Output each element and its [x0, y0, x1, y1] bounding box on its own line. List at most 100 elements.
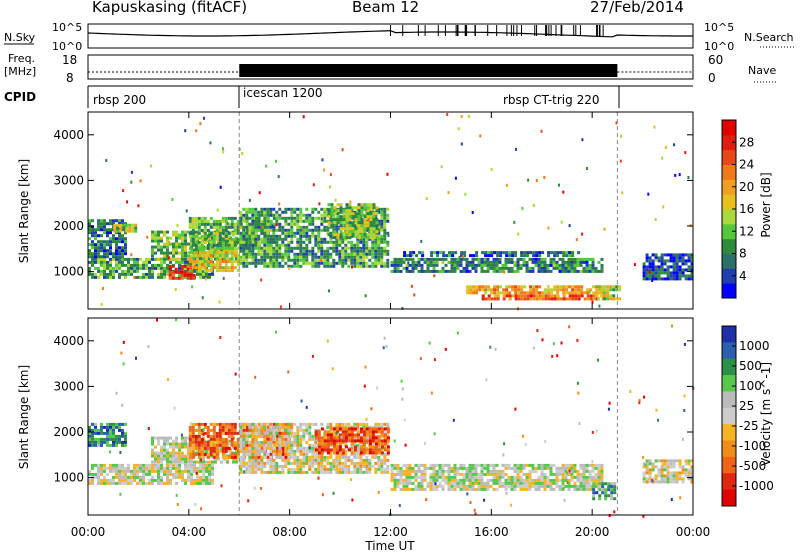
heatmap-cell [121, 249, 124, 252]
heatmap-cell [260, 435, 263, 438]
heatmap-cell [97, 432, 100, 435]
heatmap-cell [336, 445, 339, 448]
heatmap-cell [260, 220, 263, 223]
heatmap-cell [234, 232, 237, 235]
heatmap-cell [518, 297, 521, 300]
heatmap-cell [535, 485, 538, 488]
heatmap-cell [487, 288, 490, 291]
heatmap-cell [142, 261, 145, 264]
heatmap-cell [662, 206, 664, 209]
heatmap-cell [296, 444, 299, 447]
heatmap-cell [370, 224, 373, 227]
noise-tick-right-high: 10^5 [704, 21, 734, 34]
heatmap-cell [529, 482, 532, 485]
heatmap-cell [317, 459, 320, 462]
heatmap-cell [502, 251, 505, 254]
heatmap-cell [562, 264, 565, 267]
heatmap-cell [436, 251, 439, 254]
heatmap-cell [317, 241, 320, 244]
heatmap-cell [603, 294, 606, 297]
heatmap-cell [225, 263, 228, 266]
heatmap-cell [163, 252, 166, 255]
heatmap-cell [222, 266, 225, 269]
heatmap-cell [374, 247, 377, 250]
heatmap-cell [290, 426, 293, 429]
heatmap-cell [278, 203, 280, 206]
heatmap-cell [124, 276, 127, 279]
heatmap-cell [366, 451, 369, 454]
heatmap-cell [478, 473, 481, 476]
heatmap-cell [508, 258, 511, 261]
heatmap-cell [366, 448, 369, 451]
heatmap-cell [115, 264, 118, 267]
heatmap-cell [377, 253, 380, 256]
heatmap-cell [245, 453, 248, 456]
heatmap-cell [148, 479, 151, 482]
heatmap-cell [350, 253, 353, 256]
heatmap-cell [281, 241, 284, 244]
heatmap-cell [418, 488, 421, 491]
heatmap-cell [370, 218, 373, 221]
heatmap-cell [571, 270, 574, 273]
heatmap-cell [103, 479, 106, 482]
heatmap-cell [502, 485, 505, 488]
heatmap-cell [667, 277, 670, 280]
heatmap-cell [314, 235, 317, 238]
heatmap-cell [418, 470, 421, 473]
heatmap-cell [302, 229, 304, 232]
heatmap-cell [346, 233, 349, 236]
heatmap-cell [175, 277, 178, 280]
heatmap-cell [166, 264, 169, 267]
heatmap-cell [442, 488, 445, 491]
heatmap-cell [296, 468, 299, 471]
heatmap-cell [216, 223, 219, 226]
heatmap-cell [508, 291, 511, 294]
heatmap-cell [380, 468, 383, 471]
heatmap-cell [592, 261, 595, 264]
heatmap-cell [100, 255, 103, 258]
heatmap-cell [547, 264, 550, 267]
heatmap-cell [257, 444, 260, 447]
heatmap-cell [363, 427, 366, 430]
heatmap-cell [192, 220, 195, 223]
heatmap-cell [682, 274, 685, 277]
heatmap-cell [290, 265, 293, 268]
heatmap-cell [228, 269, 231, 272]
heatmap-cell [94, 246, 97, 249]
heatmap-cell [511, 488, 514, 491]
heatmap-cell [347, 456, 350, 459]
heatmap-cell [311, 229, 314, 232]
heatmap-cell [511, 479, 514, 482]
heatmap-cell [584, 297, 587, 300]
heatmap-cell [213, 244, 216, 247]
heatmap-cell [175, 249, 178, 252]
heatmap-cell [263, 250, 266, 253]
heatmap-cell [457, 470, 460, 473]
heatmap-cell [323, 220, 326, 223]
heatmap-cell [171, 198, 173, 201]
heatmap-cell [377, 259, 380, 262]
heatmap-cell [345, 439, 348, 442]
heatmap-cell [109, 438, 112, 441]
heatmap-cell [201, 453, 204, 456]
heatmap-cell [136, 467, 139, 470]
heatmap-cell [536, 294, 539, 297]
heatmap-cell [362, 459, 365, 462]
heatmap-cell [376, 218, 379, 221]
heatmap-cell [383, 238, 386, 241]
heatmap-cell [589, 291, 591, 294]
heatmap-cell [371, 256, 374, 259]
heatmap-cell [329, 423, 332, 426]
heatmap-cell [305, 247, 308, 250]
heatmap-cell [371, 253, 374, 256]
heatmap-cell [327, 439, 330, 442]
heatmap-cell [463, 258, 466, 261]
heatmap-cell [545, 294, 548, 297]
heatmap-cell [213, 435, 216, 438]
heatmap-cell [529, 291, 532, 294]
heatmap-cell [397, 258, 400, 261]
heatmap-cell [281, 256, 284, 259]
heatmap-cell [323, 471, 326, 474]
heatmap-cell [124, 441, 127, 444]
heatmap-cell [222, 247, 225, 250]
